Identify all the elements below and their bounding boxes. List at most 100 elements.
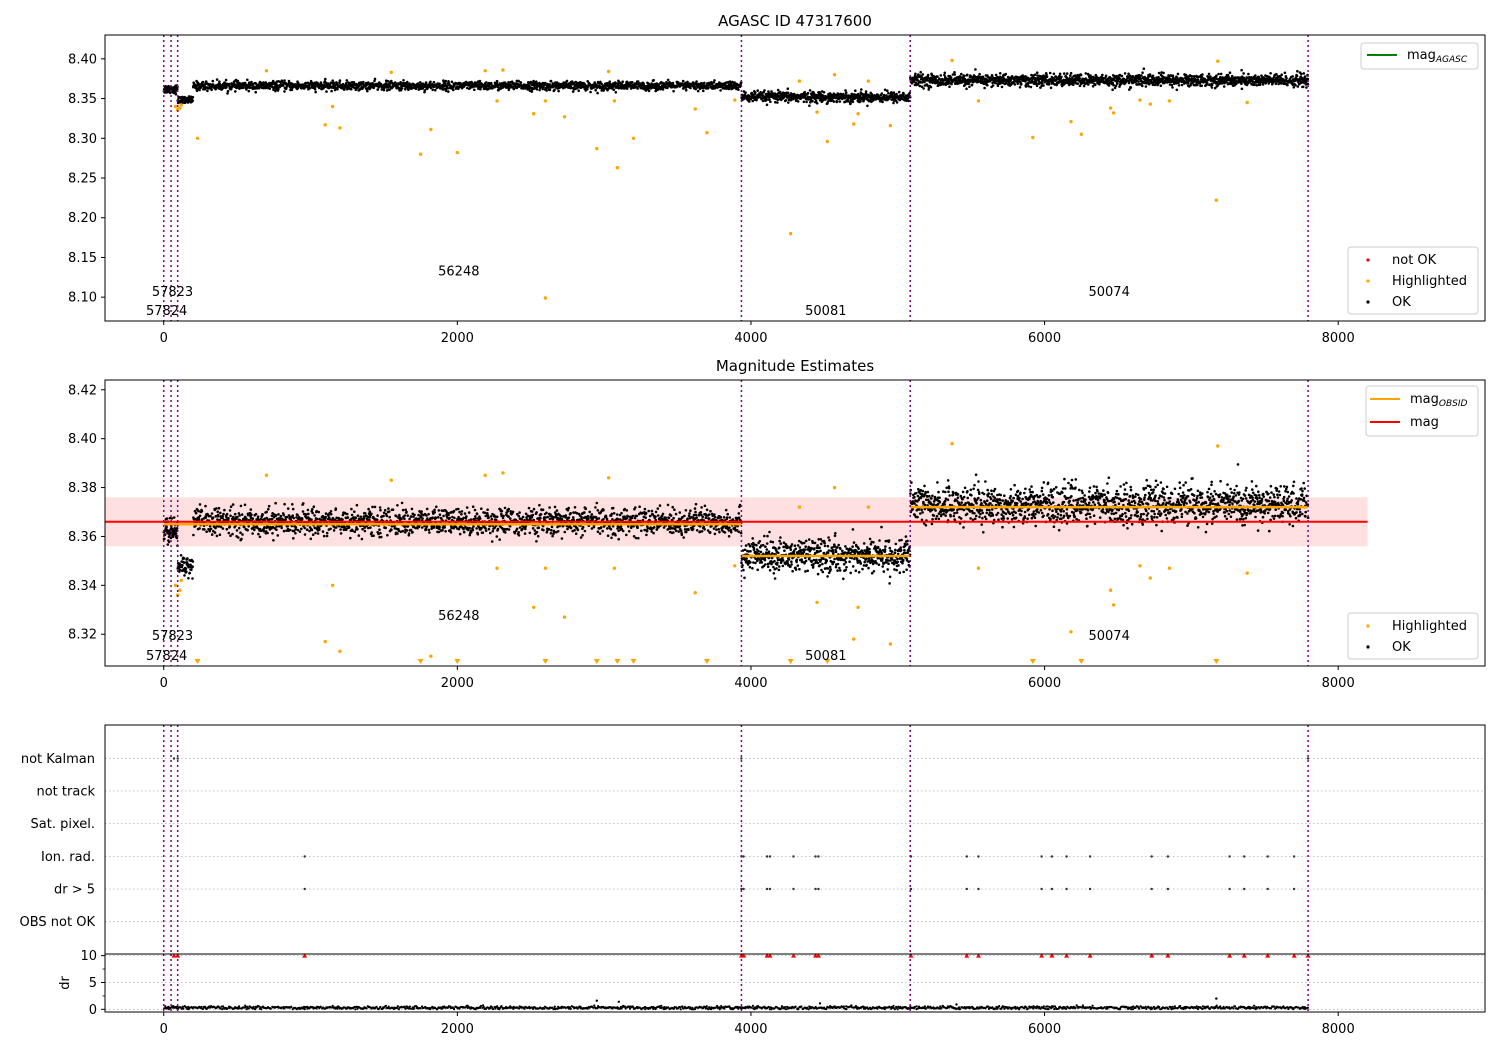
ok-point — [185, 570, 188, 574]
ok-point — [447, 80, 450, 83]
ok-point — [291, 503, 294, 506]
ok-point — [1126, 75, 1130, 78]
ok-point — [353, 530, 357, 533]
ok-point — [275, 528, 278, 531]
ok-point — [1116, 82, 1119, 85]
highlighted-point — [1069, 119, 1073, 124]
ok-point — [1042, 84, 1045, 87]
ok-point — [200, 509, 204, 513]
ok-point — [183, 95, 186, 99]
y-tick-label: 8.20 — [68, 211, 97, 226]
ok-point — [1157, 71, 1161, 75]
ok-point — [1129, 86, 1133, 89]
ok-point — [535, 88, 539, 91]
ok-point — [322, 534, 326, 538]
ok-point — [1076, 82, 1080, 85]
ok-point — [386, 533, 389, 537]
ok-point — [262, 530, 266, 533]
y-tick-label: 8.25 — [68, 172, 97, 187]
ok-point — [378, 506, 382, 509]
ok-point — [275, 525, 278, 528]
ok-point — [332, 81, 336, 85]
ok-point — [280, 526, 284, 530]
ok-point — [473, 88, 476, 92]
ok-point — [445, 84, 449, 88]
ok-point — [1280, 73, 1283, 76]
ok-point — [198, 503, 202, 506]
ok-point — [235, 529, 239, 532]
x-tick-label: 8000 — [1322, 676, 1355, 691]
ok-point — [395, 515, 398, 518]
ok-point — [370, 512, 373, 516]
ok-point — [292, 516, 296, 520]
ok-point — [541, 87, 544, 91]
ok-point — [769, 100, 772, 104]
ok-point — [1111, 88, 1114, 91]
ok-point — [387, 80, 390, 83]
ok-point — [172, 516, 176, 519]
ok-point — [532, 79, 535, 83]
ok-point — [1087, 83, 1090, 86]
ok-point — [271, 79, 275, 83]
legend-marker-highlighted — [1366, 279, 1370, 283]
ok-point — [849, 102, 852, 105]
ok-point — [259, 517, 263, 521]
ok-point — [1035, 84, 1039, 88]
ok-point — [251, 532, 254, 535]
ok-point — [324, 515, 328, 519]
ok-point — [334, 507, 338, 510]
y-tick-label: 8.38 — [68, 481, 97, 496]
y-tick-label: 8.34 — [68, 579, 97, 594]
ok-point — [707, 86, 710, 90]
ok-point — [318, 528, 321, 531]
ok-point — [225, 512, 229, 516]
ok-point — [1137, 80, 1140, 83]
ok-point — [174, 91, 177, 94]
ok-point — [1240, 87, 1244, 91]
ok-point — [222, 512, 225, 516]
ok-point — [264, 81, 268, 84]
ok-point — [379, 531, 382, 535]
ok-point — [806, 91, 810, 95]
ok-point — [290, 88, 294, 92]
ok-point — [1253, 83, 1256, 87]
highlighted-point — [562, 115, 567, 119]
ok-point — [341, 518, 344, 521]
ok-point — [1019, 82, 1023, 85]
ok-point — [636, 80, 640, 83]
ok-point — [671, 81, 675, 85]
ok-point — [444, 89, 448, 93]
ok-point — [351, 529, 354, 532]
ok-point — [1027, 84, 1030, 88]
highlighted-point — [1108, 106, 1113, 110]
ok-point — [407, 88, 410, 91]
ok-point — [881, 100, 884, 104]
highlighted-point — [950, 58, 954, 63]
ok-point — [689, 86, 692, 90]
ok-point — [388, 515, 392, 519]
ok-point — [178, 568, 182, 571]
ok-point — [719, 89, 722, 92]
ok-point — [388, 88, 391, 92]
legend-marker-not-ok — [1366, 258, 1370, 262]
ok-point — [1078, 77, 1081, 80]
ok-point — [311, 533, 315, 536]
ok-point — [786, 87, 790, 90]
ok-point — [183, 574, 186, 577]
ok-point — [438, 82, 441, 86]
ok-point — [1292, 86, 1296, 89]
ok-point — [205, 530, 208, 533]
ok-point — [197, 509, 200, 513]
ok-point — [557, 89, 560, 93]
ok-point — [345, 512, 349, 516]
ok-point — [1286, 83, 1289, 87]
ok-point — [166, 543, 170, 546]
ok-point — [1274, 82, 1278, 85]
ok-point — [1048, 71, 1052, 75]
ok-point — [257, 532, 260, 536]
title-agasc: AGASC ID 47317600 — [718, 12, 872, 30]
ok-point — [544, 81, 547, 85]
ok-point — [267, 507, 270, 511]
ok-point — [1104, 74, 1108, 78]
ok-point — [353, 510, 356, 513]
